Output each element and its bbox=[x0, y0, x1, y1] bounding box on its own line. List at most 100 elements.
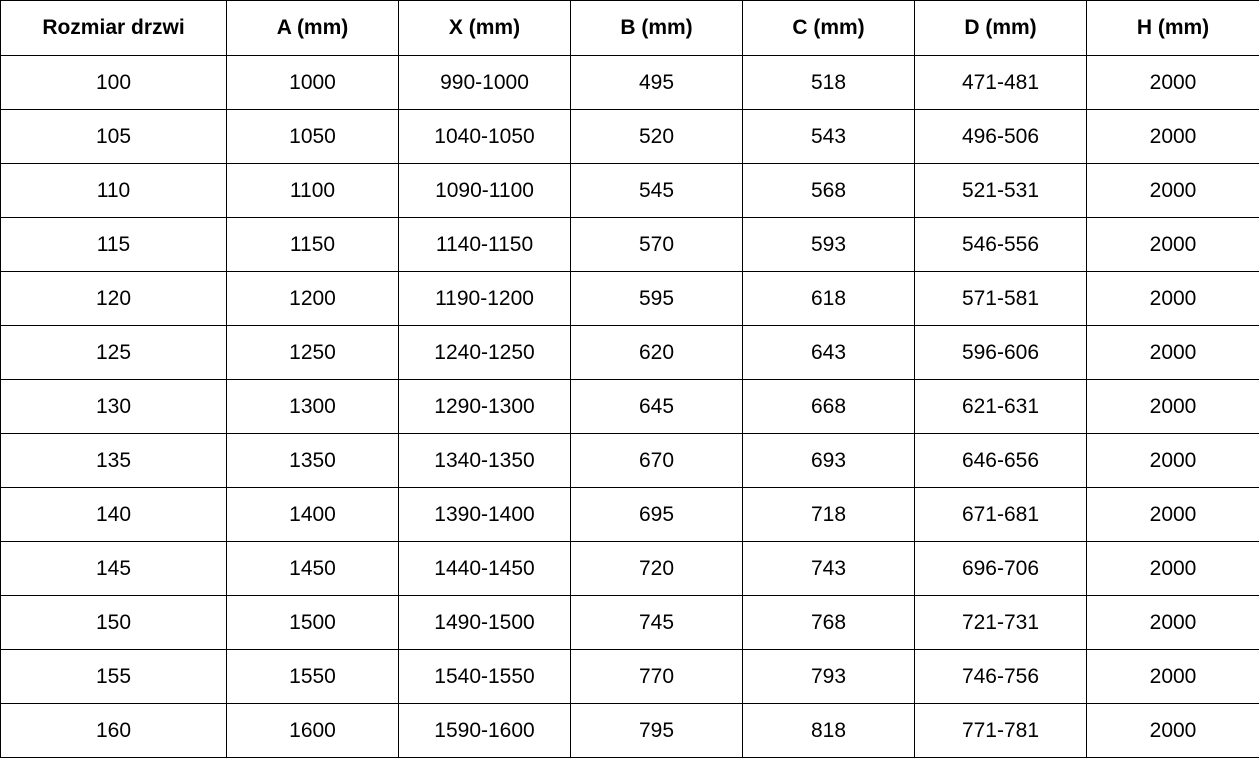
table-cell: 693 bbox=[743, 434, 915, 488]
table-cell: 140 bbox=[1, 488, 227, 542]
table-cell: 2000 bbox=[1087, 434, 1259, 488]
table-cell: 130 bbox=[1, 380, 227, 434]
table-cell: 1540-1550 bbox=[399, 650, 571, 704]
table-cell: 990-1000 bbox=[399, 56, 571, 110]
table-cell: 793 bbox=[743, 650, 915, 704]
table-cell: 1600 bbox=[227, 704, 399, 758]
table-cell: 495 bbox=[571, 56, 743, 110]
column-header: X (mm) bbox=[399, 1, 571, 56]
table-cell: 1450 bbox=[227, 542, 399, 596]
table-cell: 743 bbox=[743, 542, 915, 596]
table-cell: 120 bbox=[1, 272, 227, 326]
table-cell: 521-531 bbox=[915, 164, 1087, 218]
table-cell: 2000 bbox=[1087, 542, 1259, 596]
table-cell: 2000 bbox=[1087, 326, 1259, 380]
table-cell: 1500 bbox=[227, 596, 399, 650]
table-cell: 671-681 bbox=[915, 488, 1087, 542]
table-cell: 496-506 bbox=[915, 110, 1087, 164]
table-cell: 596-606 bbox=[915, 326, 1087, 380]
table-cell: 1000 bbox=[227, 56, 399, 110]
table-cell: 696-706 bbox=[915, 542, 1087, 596]
table-cell: 1390-1400 bbox=[399, 488, 571, 542]
table-cell: 645 bbox=[571, 380, 743, 434]
table-cell: 1290-1300 bbox=[399, 380, 571, 434]
table-cell: 720 bbox=[571, 542, 743, 596]
table-cell: 1100 bbox=[227, 164, 399, 218]
table-cell: 1350 bbox=[227, 434, 399, 488]
table-cell: 595 bbox=[571, 272, 743, 326]
table-cell: 2000 bbox=[1087, 596, 1259, 650]
table-cell: 1590-1600 bbox=[399, 704, 571, 758]
table-cell: 795 bbox=[571, 704, 743, 758]
table-cell: 1300 bbox=[227, 380, 399, 434]
table-cell: 2000 bbox=[1087, 218, 1259, 272]
table-cell: 770 bbox=[571, 650, 743, 704]
table-cell: 670 bbox=[571, 434, 743, 488]
table-cell: 1440-1450 bbox=[399, 542, 571, 596]
table-cell: 643 bbox=[743, 326, 915, 380]
table-cell: 568 bbox=[743, 164, 915, 218]
table-cell: 646-656 bbox=[915, 434, 1087, 488]
table-cell: 618 bbox=[743, 272, 915, 326]
table-cell: 695 bbox=[571, 488, 743, 542]
table-cell: 2000 bbox=[1087, 110, 1259, 164]
table-cell: 1040-1050 bbox=[399, 110, 571, 164]
column-header: B (mm) bbox=[571, 1, 743, 56]
table-cell: 518 bbox=[743, 56, 915, 110]
table-cell: 115 bbox=[1, 218, 227, 272]
table-cell: 546-556 bbox=[915, 218, 1087, 272]
table-cell: 745 bbox=[571, 596, 743, 650]
table-cell: 1200 bbox=[227, 272, 399, 326]
table-cell: 125 bbox=[1, 326, 227, 380]
table-cell: 746-756 bbox=[915, 650, 1087, 704]
table-cell: 150 bbox=[1, 596, 227, 650]
table-cell: 1340-1350 bbox=[399, 434, 571, 488]
table-cell: 100 bbox=[1, 56, 227, 110]
table-cell: 771-781 bbox=[915, 704, 1087, 758]
table-cell: 620 bbox=[571, 326, 743, 380]
table-cell: 668 bbox=[743, 380, 915, 434]
table-cell: 471-481 bbox=[915, 56, 1087, 110]
table-cell: 1550 bbox=[227, 650, 399, 704]
table-cell: 2000 bbox=[1087, 488, 1259, 542]
table-cell: 1400 bbox=[227, 488, 399, 542]
table-cell: 160 bbox=[1, 704, 227, 758]
table-cell: 2000 bbox=[1087, 704, 1259, 758]
table-cell: 520 bbox=[571, 110, 743, 164]
table-cell: 2000 bbox=[1087, 650, 1259, 704]
table-cell: 2000 bbox=[1087, 164, 1259, 218]
table-cell: 155 bbox=[1, 650, 227, 704]
column-header: C (mm) bbox=[743, 1, 915, 56]
table-cell: 593 bbox=[743, 218, 915, 272]
table-cell: 1250 bbox=[227, 326, 399, 380]
table-cell: 135 bbox=[1, 434, 227, 488]
table-cell: 1140-1150 bbox=[399, 218, 571, 272]
table-cell: 1190-1200 bbox=[399, 272, 571, 326]
table-cell: 721-731 bbox=[915, 596, 1087, 650]
table-cell: 545 bbox=[571, 164, 743, 218]
table-cell: 1090-1100 bbox=[399, 164, 571, 218]
table-cell: 621-631 bbox=[915, 380, 1087, 434]
table-cell: 570 bbox=[571, 218, 743, 272]
column-header: D (mm) bbox=[915, 1, 1087, 56]
column-header: Rozmiar drzwi bbox=[1, 1, 227, 56]
table-cell: 2000 bbox=[1087, 56, 1259, 110]
table-cell: 1150 bbox=[227, 218, 399, 272]
table-cell: 818 bbox=[743, 704, 915, 758]
